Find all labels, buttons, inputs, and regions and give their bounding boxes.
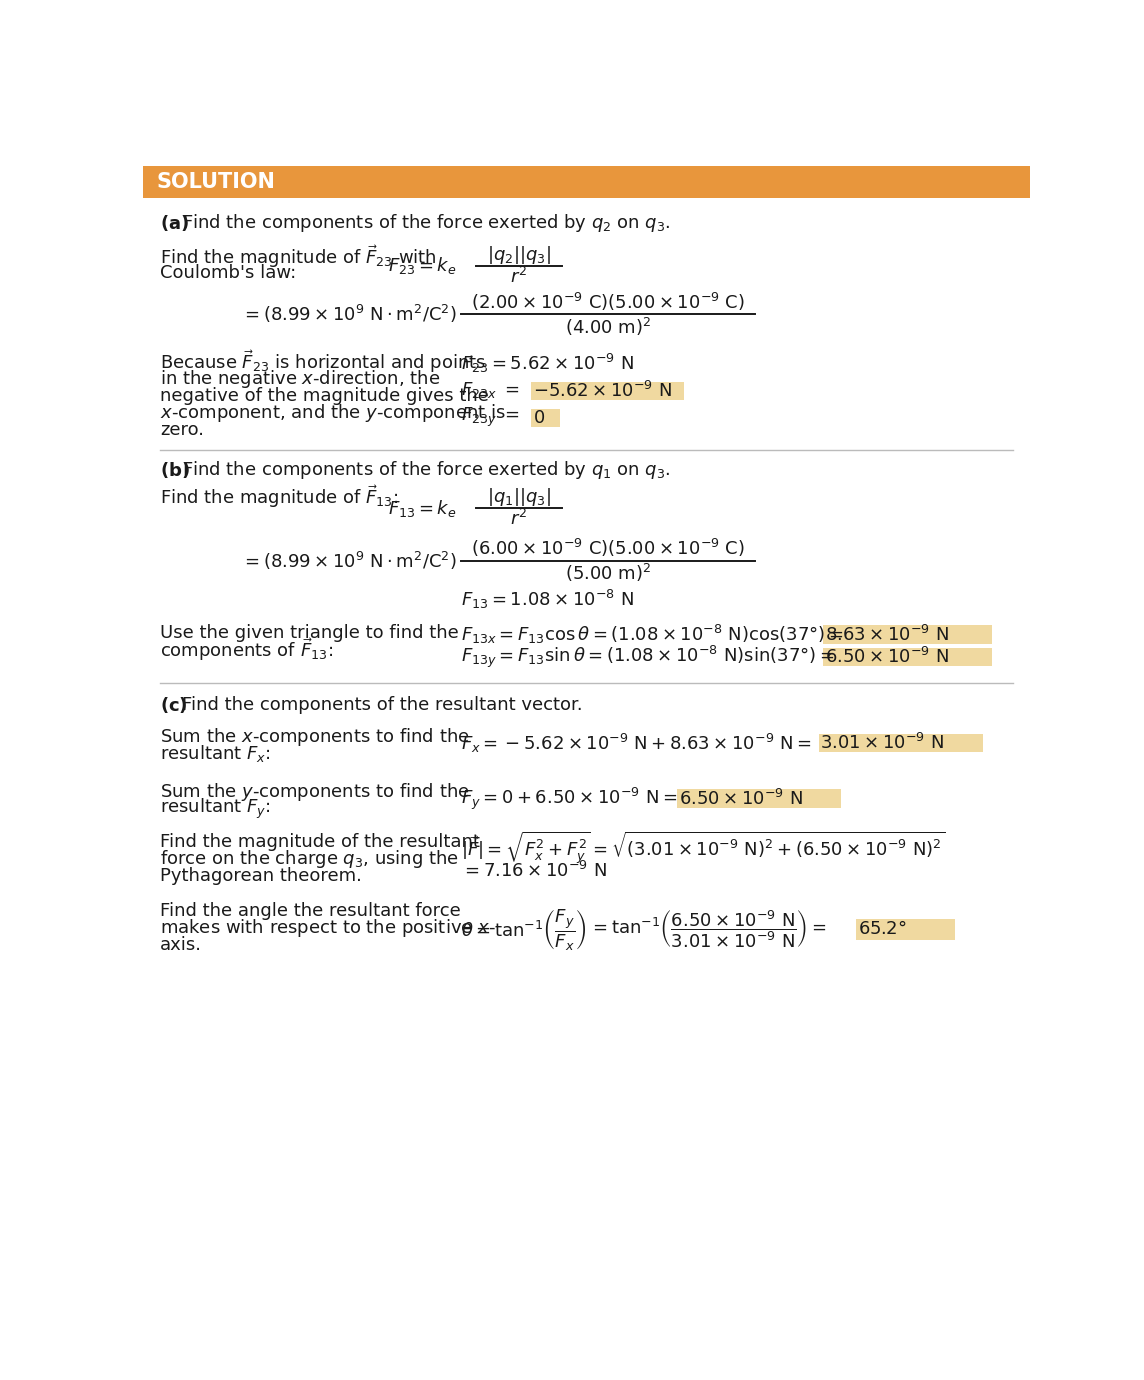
- Bar: [824, 647, 992, 667]
- Text: $(6.00 \times 10^{-9}\ \mathrm{C})(5.00 \times 10^{-9}\ \mathrm{C})$: $(6.00 \times 10^{-9}\ \mathrm{C})(5.00 …: [471, 537, 745, 559]
- Text: Find the components of the force exerted by $q_2$ on $q_3$.: Find the components of the force exerted…: [182, 213, 670, 235]
- Text: Find the components of the force exerted by $q_1$ on $q_3$.: Find the components of the force exerted…: [182, 458, 670, 480]
- Text: Sum the $y$-components to find the: Sum the $y$-components to find the: [160, 781, 470, 803]
- Text: $F_{13} = 1.08 \times 10^{-8}\ \mathrm{N}$: $F_{13} = 1.08 \times 10^{-8}\ \mathrm{N…: [461, 588, 634, 611]
- Bar: [677, 789, 841, 807]
- Text: Pythagorean theorem.: Pythagorean theorem.: [160, 867, 362, 885]
- Text: Sum the $x$-components to find the: Sum the $x$-components to find the: [160, 726, 470, 748]
- Text: Coulomb's law:: Coulomb's law:: [160, 265, 296, 283]
- Bar: [819, 734, 983, 752]
- Text: $0$: $0$: [533, 408, 545, 428]
- Text: $(2.00 \times 10^{-9}\ \mathrm{C})(5.00 \times 10^{-9}\ \mathrm{C})$: $(2.00 \times 10^{-9}\ \mathrm{C})(5.00 …: [471, 291, 745, 313]
- Text: $x$-component, and the $y$-component is: $x$-component, and the $y$-component is: [160, 402, 506, 424]
- Text: $8.63 \times 10^{-9}\ \mathrm{N}$: $8.63 \times 10^{-9}\ \mathrm{N}$: [825, 625, 948, 644]
- Bar: [531, 382, 684, 400]
- Text: $= 7.16 \times 10^{-9}\ \mathrm{N}$: $= 7.16 \times 10^{-9}\ \mathrm{N}$: [461, 861, 606, 880]
- Text: $|q_1||q_3|$: $|q_1||q_3|$: [487, 487, 550, 508]
- Text: Find the magnitude of $\vec{F}_{13}$:: Find the magnitude of $\vec{F}_{13}$:: [160, 483, 398, 511]
- Bar: [143, 166, 1030, 197]
- Text: components of $\vec{F}_{13}$:: components of $\vec{F}_{13}$:: [160, 636, 333, 664]
- Text: $= (8.99 \times 10^9\ \mathrm{N \cdot m^2/C^2})$: $= (8.99 \times 10^9\ \mathrm{N \cdot m^…: [241, 304, 456, 326]
- Text: Because $\vec{F}_{23}$ is horizontal and points: Because $\vec{F}_{23}$ is horizontal and…: [160, 349, 486, 375]
- Text: $6.50 \times 10^{-9}\ \mathrm{N}$: $6.50 \times 10^{-9}\ \mathrm{N}$: [678, 788, 802, 809]
- Text: Find the magnitude of the resultant: Find the magnitude of the resultant: [160, 832, 480, 850]
- Text: force on the charge $q_3$, using the: force on the charge $q_3$, using the: [160, 847, 459, 869]
- Text: $(5.00\ \mathrm{m})^2$: $(5.00\ \mathrm{m})^2$: [565, 562, 651, 584]
- Text: zero.: zero.: [160, 421, 204, 439]
- Bar: [824, 625, 992, 643]
- Text: negative of the magnitude gives the: negative of the magnitude gives the: [160, 386, 488, 404]
- Text: $F_{23} = k_e$: $F_{23} = k_e$: [388, 255, 456, 276]
- Text: $6.50 \times 10^{-9}\ \mathrm{N}$: $6.50 \times 10^{-9}\ \mathrm{N}$: [825, 647, 948, 667]
- Text: Find the components of the resultant vector.: Find the components of the resultant vec…: [182, 696, 582, 713]
- Text: $= (8.99 \times 10^9\ \mathrm{N \cdot m^2/C^2})$: $= (8.99 \times 10^9\ \mathrm{N \cdot m^…: [241, 549, 456, 571]
- Text: $F_x = -5.62 \times 10^{-9}\ \mathrm{N} + 8.63 \times 10^{-9}\ \mathrm{N} =$: $F_x = -5.62 \times 10^{-9}\ \mathrm{N} …: [461, 731, 811, 755]
- Text: resultant $F_x$:: resultant $F_x$:: [160, 744, 271, 765]
- Text: $F_y = 0 + 6.50 \times 10^{-9}\ \mathrm{N} =$: $F_y = 0 + 6.50 \times 10^{-9}\ \mathrm{…: [461, 785, 677, 811]
- Text: $65.2°$: $65.2°$: [858, 920, 906, 938]
- Text: Use the given triangle to find the: Use the given triangle to find the: [160, 624, 459, 642]
- Text: $\mathbf{(b)}$: $\mathbf{(b)}$: [160, 460, 190, 480]
- Text: Find the angle the resultant force: Find the angle the resultant force: [160, 903, 461, 920]
- Text: $\mathbf{(c)}$: $\mathbf{(c)}$: [160, 694, 188, 715]
- Bar: [531, 408, 559, 428]
- Text: $F_{23x}\ =$: $F_{23x}\ =$: [461, 381, 519, 400]
- Text: $\mathbf{(a)}$: $\mathbf{(a)}$: [160, 214, 189, 233]
- Bar: [856, 919, 955, 940]
- Text: Find the magnitude of $\vec{F}_{23}$ with: Find the magnitude of $\vec{F}_{23}$ wit…: [160, 243, 437, 270]
- Text: axis.: axis.: [160, 936, 202, 954]
- Text: $(4.00\ \mathrm{m})^2$: $(4.00\ \mathrm{m})^2$: [565, 316, 651, 338]
- Text: $3.01 \times 10^{-9}\ \mathrm{N}$: $3.01 \times 10^{-9}\ \mathrm{N}$: [820, 733, 944, 753]
- Text: $F_{13} = k_e$: $F_{13} = k_e$: [388, 498, 456, 519]
- Text: $|\vec{F}| = \sqrt{F_x^2 + F_y^2} = \sqrt{(3.01 \times 10^{-9}\ \mathrm{N})^2 + : $|\vec{F}| = \sqrt{F_x^2 + F_y^2} = \sqr…: [461, 829, 945, 865]
- Text: $r^2$: $r^2$: [510, 509, 527, 529]
- Text: $F_{13y} = F_{13}\sin\theta = (1.08 \times 10^{-8}\ \mathrm{N})\sin(37°) =$: $F_{13y} = F_{13}\sin\theta = (1.08 \tim…: [461, 643, 834, 671]
- Text: SOLUTION: SOLUTION: [157, 171, 276, 192]
- Text: $= \tan^{-1}\!\left(\dfrac{6.50 \times 10^{-9}\ \mathrm{N}}{3.01 \times 10^{-9}\: $= \tan^{-1}\!\left(\dfrac{6.50 \times 1…: [589, 908, 826, 951]
- Text: $\theta = \tan^{-1}\!\left(\dfrac{F_y}{F_x}\right)$: $\theta = \tan^{-1}\!\left(\dfrac{F_y}{F…: [461, 907, 586, 952]
- Text: $F_{13x} = F_{13}\cos\theta = (1.08 \times 10^{-8}\ \mathrm{N})\cos(37°) =$: $F_{13x} = F_{13}\cos\theta = (1.08 \tim…: [461, 622, 843, 646]
- Text: resultant $F_y$:: resultant $F_y$:: [160, 798, 271, 821]
- Text: makes with respect to the positive $x$-: makes with respect to the positive $x$-: [160, 916, 495, 938]
- Text: in the negative $x$-direction, the: in the negative $x$-direction, the: [160, 368, 440, 391]
- Text: $F_{23y}\ =$: $F_{23y}\ =$: [461, 406, 519, 429]
- Text: $|q_2||q_3|$: $|q_2||q_3|$: [487, 244, 550, 266]
- Text: $r^2$: $r^2$: [510, 266, 527, 287]
- Text: $F_{23} = 5.62 \times 10^{-9}\ \mathrm{N}$: $F_{23} = 5.62 \times 10^{-9}\ \mathrm{N…: [461, 352, 634, 375]
- Text: $-5.62 \times 10^{-9}\ \mathrm{N}$: $-5.62 \times 10^{-9}\ \mathrm{N}$: [533, 381, 672, 402]
